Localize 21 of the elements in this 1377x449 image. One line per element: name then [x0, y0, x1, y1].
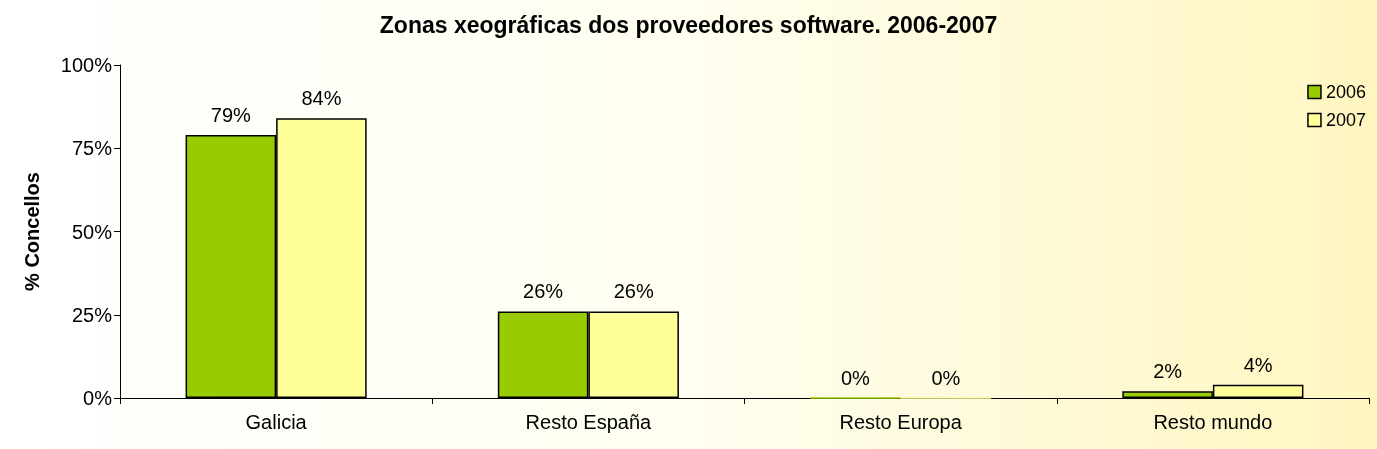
y-tick-label: 75%: [71, 137, 113, 160]
data-label: 0%: [931, 366, 961, 389]
data-label: 0%: [840, 366, 871, 389]
legend-label: 2006: [1325, 82, 1366, 102]
data-label: 84%: [301, 87, 342, 110]
y-tick-label: 100%: [60, 54, 113, 76]
y-tick-label: 50%: [71, 220, 113, 243]
y-tick-label: 0%: [83, 387, 113, 409]
data-label: 2%: [1153, 360, 1183, 383]
data-label: 26%: [613, 280, 654, 303]
legend-label: 2007: [1325, 110, 1366, 130]
data-label: 79%: [210, 103, 252, 126]
chart-title: Zonas xeográficas dos proveedores software. 2006-2007: [379, 11, 998, 38]
x-tick-label: Resto mundo: [1153, 411, 1273, 433]
data-label: 26%: [523, 280, 564, 303]
data-label: 4%: [1243, 353, 1273, 376]
x-tick-label: Galicia: [245, 411, 308, 433]
x-tick-label: Resto España: [525, 411, 653, 433]
y-axis-title: % Concellos: [21, 172, 43, 291]
x-tick-label: Resto Europa: [839, 411, 963, 433]
y-tick-label: 25%: [71, 303, 113, 326]
